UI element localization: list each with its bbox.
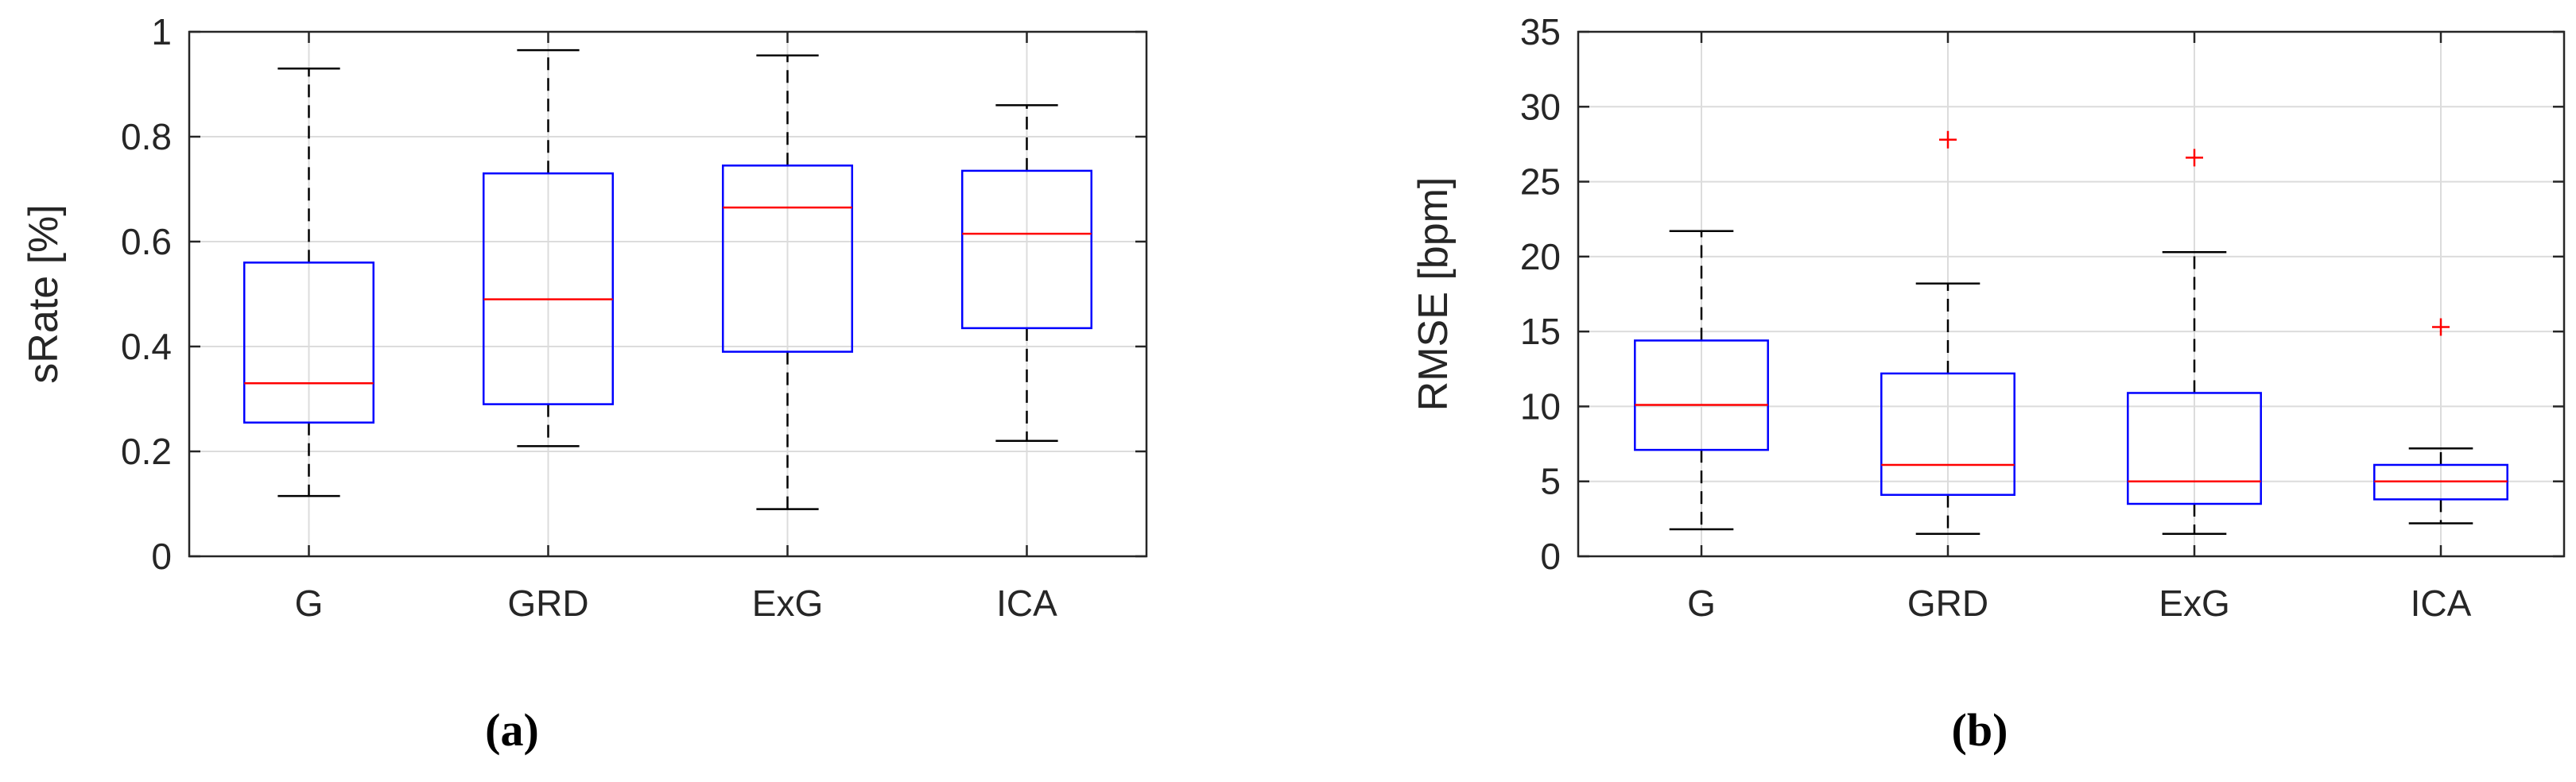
ytick-label-b-2: 10 (1520, 385, 1561, 427)
ytick-label-b-1: 5 (1540, 461, 1561, 502)
box-iqr (1880, 372, 2015, 496)
outlier-marker (2432, 318, 2450, 336)
box-a-ica (960, 104, 1093, 443)
box-iqr (2127, 392, 2262, 505)
box-a-grd (482, 48, 615, 447)
box-b-ica (2373, 318, 2508, 525)
outlier-marker (2186, 149, 2203, 167)
ytick-label-b-3: 15 (1520, 311, 1561, 352)
panel-label-a: (a) (485, 704, 539, 756)
category-label-a-2: ExG (752, 583, 823, 624)
ytick-label-a-0: 0 (151, 536, 172, 577)
box-a-g (242, 67, 375, 497)
ytick-label-a-1: 0.2 (121, 431, 172, 472)
ytick-label-b-5: 25 (1520, 161, 1561, 203)
category-label-b-3: ICA (2411, 583, 2472, 624)
ytick-label-b-6: 30 (1520, 86, 1561, 127)
ytick-label-a-5: 1 (151, 11, 172, 52)
box-iqr (721, 165, 854, 353)
plot-frame-b (1577, 30, 2566, 558)
box-iqr (960, 169, 1093, 330)
category-label-b-1: GRD (1907, 583, 1988, 624)
box-iqr (1634, 339, 1769, 451)
ytick-label-a-2: 0.4 (121, 326, 172, 367)
category-label-a-3: ICA (996, 583, 1057, 624)
box-iqr (482, 172, 615, 405)
panel-b-chart: (b) 0 5 10 15 20 25 30 35 G GRD ExG ICA RMSE [bpm] (1410, 11, 2566, 756)
plot-frame-a (188, 30, 1148, 558)
ytick-label-a-4: 0.8 (121, 116, 172, 157)
panel-a-chart: (a) 0 0.2 0.4 0.6 0.8 1 G GRD ExG ICA sRate [%] (21, 11, 1148, 756)
outlier-marker (1939, 130, 1957, 149)
category-label-b-0: G (1687, 583, 1716, 624)
category-label-a-1: GRD (507, 583, 588, 624)
ytick-label-b-4: 20 (1520, 236, 1561, 277)
category-label-a-0: G (295, 583, 324, 624)
box-b-exg (2127, 149, 2262, 535)
ytick-label-a-3: 0.6 (121, 221, 172, 262)
box-iqr (242, 261, 375, 424)
category-label-b-2: ExG (2159, 583, 2229, 624)
panel-label-b: (b) (1952, 704, 2008, 756)
y-axis-label-b: RMSE [bpm] (1410, 177, 1457, 412)
ytick-label-b-0: 0 (1540, 536, 1561, 577)
y-axis-label-a: sRate [%] (21, 204, 67, 383)
box-b-grd (1880, 130, 2015, 535)
box-a-exg (721, 54, 854, 510)
ytick-label-b-7: 35 (1520, 11, 1561, 52)
box-b-g (1634, 230, 1769, 531)
